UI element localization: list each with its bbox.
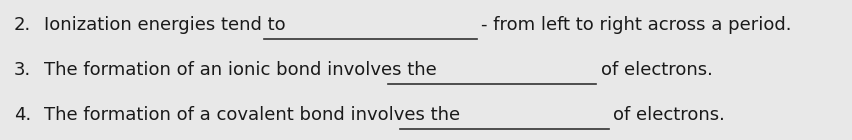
Text: 4.: 4. [14,106,31,124]
Text: Ionization energies tend to: Ionization energies tend to [44,16,286,34]
Text: 3.: 3. [14,61,31,79]
Text: - from left to right across a period.: - from left to right across a period. [481,16,792,34]
Text: The formation of a covalent bond involves the: The formation of a covalent bond involve… [44,106,460,124]
Text: The formation of an ionic bond involves the: The formation of an ionic bond involves … [44,61,437,79]
Text: of electrons.: of electrons. [601,61,712,79]
Text: 2.: 2. [14,16,31,34]
Text: of electrons.: of electrons. [613,106,725,124]
